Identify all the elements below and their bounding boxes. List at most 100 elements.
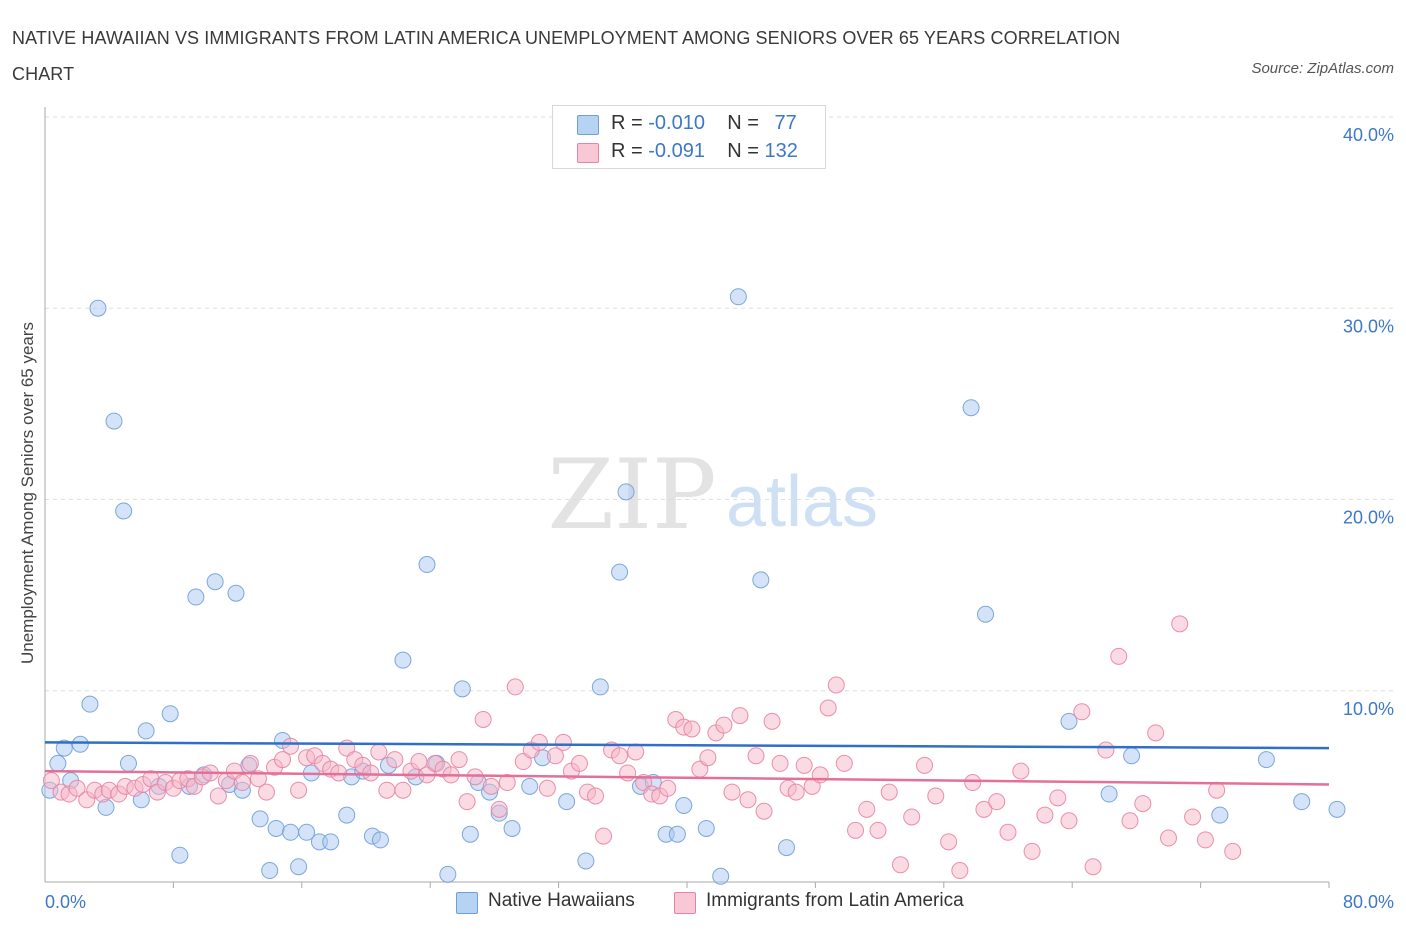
- data-point: [371, 831, 389, 849]
- data-point: [209, 787, 227, 805]
- data-point: [370, 743, 388, 761]
- data-point: [1036, 806, 1054, 824]
- data-point: [68, 779, 86, 797]
- data-point: [418, 556, 436, 574]
- x-tick-label: 0.0%: [45, 892, 86, 912]
- y-tick-label: 30.0%: [1343, 316, 1394, 336]
- data-point: [267, 819, 285, 837]
- data-point: [747, 747, 765, 765]
- data-point: [290, 781, 308, 799]
- data-point: [617, 483, 635, 501]
- data-point: [1100, 785, 1118, 803]
- data-point: [298, 823, 316, 841]
- data-point: [554, 733, 572, 751]
- data-point: [274, 751, 292, 769]
- data-point: [570, 754, 588, 772]
- data-point: [577, 852, 595, 870]
- data-point: [1060, 712, 1078, 730]
- data-point: [506, 678, 524, 696]
- data-point: [712, 867, 730, 885]
- data-point: [503, 819, 521, 837]
- data-point: [1293, 793, 1311, 811]
- legend-n-value: 132: [764, 140, 798, 162]
- data-point: [1208, 781, 1226, 799]
- data-point: [171, 846, 189, 864]
- data-point: [1097, 741, 1115, 759]
- data-point: [546, 747, 564, 765]
- legend-r-label: R =: [611, 112, 643, 134]
- data-point: [439, 865, 457, 883]
- legend-n-label: N =: [727, 112, 759, 134]
- data-point: [386, 751, 404, 769]
- data-point: [119, 754, 137, 772]
- stats-legend: R = -0.010 N = 77 R = -0.091 N = 132: [552, 105, 826, 169]
- data-point: [975, 800, 993, 818]
- data-point: [1110, 647, 1128, 665]
- y-tick-label: 10.0%: [1343, 699, 1394, 719]
- data-point: [251, 810, 269, 828]
- data-point: [42, 772, 60, 790]
- data-point: [668, 825, 686, 843]
- data-point: [187, 588, 205, 606]
- bottom-legend-label: Immigrants from Latin America: [706, 890, 964, 911]
- data-point: [558, 793, 576, 811]
- data-point: [1147, 724, 1165, 742]
- data-point: [338, 806, 356, 824]
- data-point: [811, 766, 829, 784]
- data-point: [595, 827, 613, 845]
- data-point: [591, 678, 609, 696]
- data-point: [1073, 703, 1091, 721]
- trend-line-native-hawaiians: [44, 741, 1330, 750]
- data-point: [699, 749, 717, 767]
- data-point: [461, 825, 479, 843]
- bottom-legend-swatch-pink: [674, 892, 696, 914]
- y-tick-label: 40.0%: [1343, 125, 1394, 145]
- data-point: [1171, 615, 1189, 633]
- data-point: [89, 299, 107, 317]
- data-point: [752, 571, 770, 589]
- data-point: [729, 288, 747, 306]
- data-point: [71, 735, 89, 753]
- data-point: [282, 737, 300, 755]
- data-point: [394, 781, 412, 799]
- data-point: [453, 680, 471, 698]
- data-point: [257, 783, 275, 801]
- data-point: [81, 695, 99, 713]
- bottom-legend-swatch-blue: [456, 892, 478, 914]
- data-point: [903, 808, 921, 826]
- data-point: [1012, 762, 1030, 780]
- data-point: [233, 774, 251, 792]
- trend-line-immigrants: [44, 769, 1330, 786]
- data-point: [394, 651, 412, 669]
- data-point: [1328, 800, 1346, 818]
- data-point: [241, 754, 259, 772]
- data-point: [964, 774, 982, 792]
- series-native-hawaiians: [41, 288, 1346, 885]
- data-point: [731, 707, 749, 725]
- data-point: [161, 705, 179, 723]
- data-point: [619, 764, 637, 782]
- data-point: [538, 779, 556, 797]
- data-point: [827, 676, 845, 694]
- data-point: [715, 716, 733, 734]
- data-point: [49, 754, 67, 772]
- data-point: [927, 787, 945, 805]
- data-point: [916, 756, 934, 774]
- data-point: [105, 412, 123, 430]
- data-point: [869, 821, 887, 839]
- bottom-legend-label: Native Hawaiians: [488, 890, 635, 911]
- data-point: [739, 791, 757, 809]
- data-point: [675, 797, 693, 814]
- legend-r-value: -0.091: [648, 140, 705, 162]
- legend-n-label: N =: [727, 140, 759, 162]
- x-tick-label: 80.0%: [1343, 892, 1394, 912]
- data-point: [951, 862, 969, 880]
- data-point: [530, 733, 548, 751]
- data-point: [115, 502, 133, 520]
- data-point: [322, 833, 340, 851]
- data-point: [1184, 808, 1202, 826]
- data-point: [249, 770, 267, 788]
- data-point: [261, 862, 279, 880]
- data-point: [723, 783, 741, 801]
- data-point: [697, 819, 715, 837]
